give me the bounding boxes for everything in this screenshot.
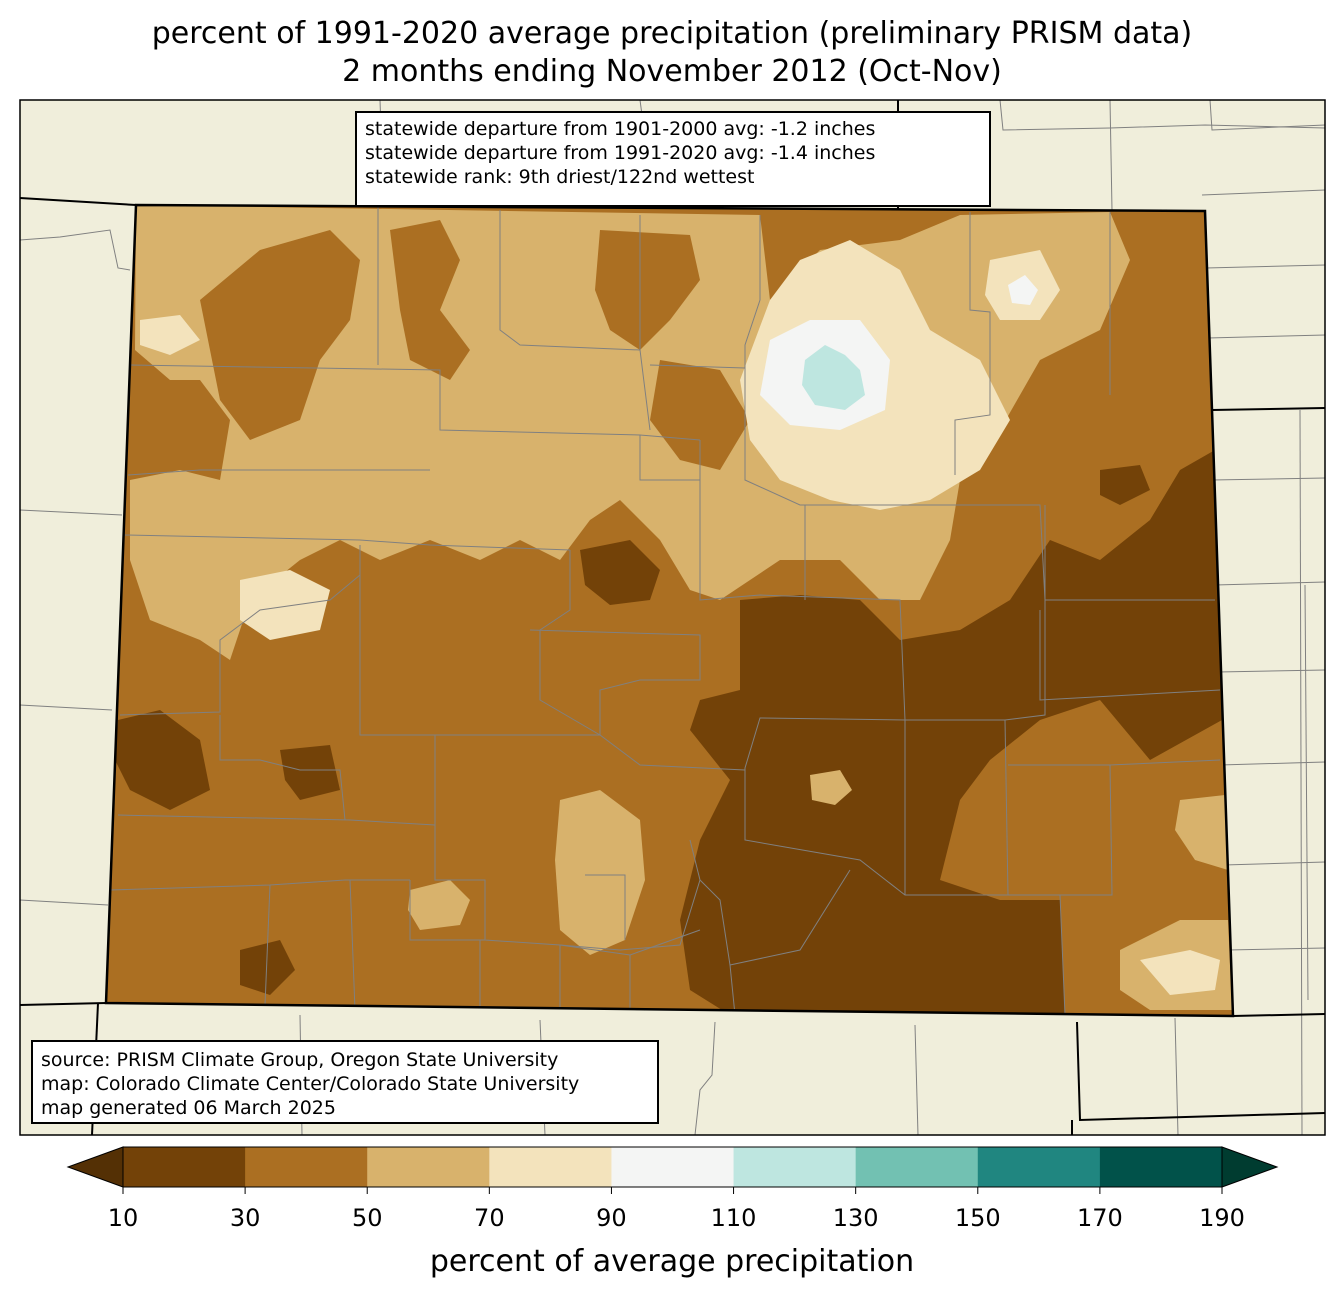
colorbar-bin-90-110 [611, 1147, 735, 1187]
field-70-90-se-corner [1140, 950, 1220, 995]
field-30-50-patch-2 [390, 220, 470, 380]
colorbar-tick-label: 70 [474, 1204, 505, 1232]
colorbar-bin-130-150 [855, 1147, 979, 1187]
field-50-70-san-luis [555, 790, 645, 955]
colorado-precip-field [106, 205, 1233, 1016]
colorbar-tick-label: 90 [596, 1204, 627, 1232]
colorbar [66, 1146, 1279, 1194]
field-10-30-east [680, 450, 1222, 1015]
field-50-70-east-patch [810, 770, 852, 805]
field-90-110-patch [1008, 275, 1038, 305]
colorbar-bin-110-130 [733, 1147, 857, 1187]
source-line-2: map: Colorado Climate Center/Colorado St… [41, 1073, 580, 1095]
field-50-70-sw-patch [408, 880, 470, 930]
map-title-line2: 2 months ending November 2012 (Oct-Nov) [342, 54, 1002, 89]
colorbar-tick-label: 190 [1199, 1204, 1245, 1232]
colorbar-bin-170-190 [1099, 1147, 1223, 1187]
colorbar-tick-label: 130 [832, 1204, 879, 1232]
colorbar-tick-label: 50 [351, 1204, 383, 1232]
stats-line-1: statewide departure from 1901-2000 avg: … [365, 118, 876, 140]
statewide-stats-box: statewide departure from 1901-2000 avg: … [355, 111, 991, 207]
field-10-30-sw-2 [280, 745, 340, 800]
field-110-130 [802, 345, 865, 410]
field-30-50-patch-3 [595, 230, 700, 350]
field-70-90-patch-nw [140, 315, 200, 355]
colorbar-bin-50-70 [367, 1147, 490, 1187]
field-70-90-patch-w [240, 570, 330, 640]
field-30-50-north-patches [200, 230, 360, 440]
colorbar-over-arrow [1221, 1146, 1279, 1188]
colorbar-tick-label: 170 [1076, 1204, 1123, 1232]
stats-line-2: statewide departure from 1991-2020 avg: … [365, 142, 876, 164]
map-frame [19, 99, 1326, 1136]
field-10-30-southwest [115, 710, 210, 810]
colorbar-frame [122, 1146, 1223, 1188]
colorbar-tick-label: 110 [710, 1204, 757, 1232]
colorado-border [104, 203, 1235, 1018]
map-title-line1: percent of 1991-2020 average precipitati… [151, 16, 1193, 51]
source-line-3: map generated 06 March 2025 [41, 1097, 336, 1119]
colorbar-title: percent of average precipitation [429, 1244, 915, 1279]
field-30-50-patch-4 [650, 360, 750, 470]
colorbar-tick-label: 30 [229, 1204, 261, 1232]
colorado-county-lines [109, 205, 1221, 1016]
source-line-1: source: PRISM Climate Group, Oregon Stat… [41, 1049, 559, 1071]
colorbar-bin-10-30 [123, 1147, 246, 1187]
field-10-30-ne-patch [1100, 465, 1150, 505]
field-10-30-central [580, 540, 660, 605]
field-50-70-se-patch [1175, 795, 1228, 870]
stats-line-3: statewide rank: 9th driest/122nd wettest [365, 166, 755, 188]
colorbar-bin-30-50 [245, 1147, 368, 1187]
field-10-30-sw-3 [240, 940, 295, 995]
source-info-box: source: PRISM Climate Group, Oregon Stat… [31, 1040, 659, 1124]
colorbar-bin-150-170 [977, 1147, 1101, 1187]
colorbar-tick-label: 10 [107, 1204, 139, 1232]
colorbar-bin-70-90 [489, 1147, 612, 1187]
colorbar-under-arrow [66, 1146, 124, 1188]
colorbar-tick-label: 150 [954, 1204, 1001, 1232]
